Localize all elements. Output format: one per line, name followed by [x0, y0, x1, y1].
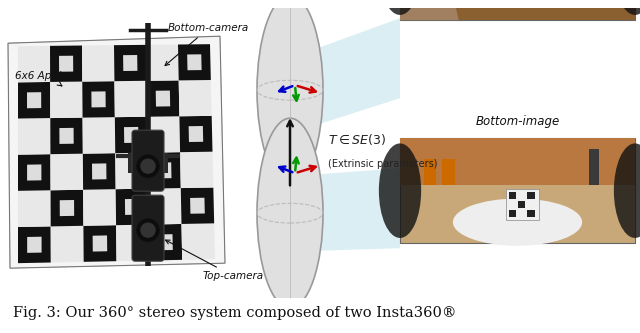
Ellipse shape — [257, 118, 323, 308]
Bar — [593, 0, 605, 1]
Polygon shape — [51, 118, 83, 154]
Polygon shape — [92, 91, 106, 108]
Ellipse shape — [379, 144, 421, 238]
Polygon shape — [27, 92, 41, 108]
Polygon shape — [18, 154, 51, 191]
Polygon shape — [51, 226, 84, 262]
Bar — [400, 138, 635, 185]
Ellipse shape — [379, 0, 421, 15]
Polygon shape — [187, 54, 202, 70]
Polygon shape — [148, 224, 182, 260]
Polygon shape — [400, 0, 459, 20]
Polygon shape — [156, 91, 170, 107]
Text: $T \in SE(3)$: $T \in SE(3)$ — [328, 132, 386, 147]
Bar — [400, 0, 635, 20]
Bar — [509, 192, 516, 199]
Polygon shape — [115, 117, 148, 153]
Polygon shape — [148, 152, 180, 188]
Polygon shape — [123, 55, 138, 71]
Polygon shape — [18, 118, 51, 155]
Bar — [400, 0, 635, 20]
FancyBboxPatch shape — [128, 153, 168, 173]
Text: Bottom-camera: Bottom-camera — [165, 23, 249, 66]
Bar — [527, 210, 534, 217]
Polygon shape — [178, 44, 211, 80]
Bar — [424, 159, 436, 185]
Polygon shape — [60, 128, 74, 144]
Ellipse shape — [257, 0, 323, 185]
Text: Fig. 3: Our 360° stereo system composed of two Insta360®: Fig. 3: Our 360° stereo system composed … — [13, 306, 456, 320]
Polygon shape — [27, 165, 42, 180]
Polygon shape — [115, 153, 148, 189]
Polygon shape — [157, 163, 172, 178]
Polygon shape — [83, 81, 115, 118]
Polygon shape — [82, 45, 115, 82]
Polygon shape — [190, 198, 205, 214]
Polygon shape — [180, 187, 214, 224]
Bar — [506, 188, 539, 220]
Bar — [400, 138, 635, 243]
Text: (Extrinsic parameters): (Extrinsic parameters) — [328, 159, 438, 169]
Polygon shape — [182, 223, 215, 260]
Polygon shape — [51, 154, 83, 190]
Polygon shape — [307, 168, 400, 251]
Polygon shape — [116, 224, 149, 261]
Circle shape — [137, 155, 159, 177]
Circle shape — [141, 159, 155, 173]
Polygon shape — [18, 226, 51, 263]
Bar — [518, 201, 525, 208]
Polygon shape — [60, 200, 74, 216]
Polygon shape — [8, 36, 225, 268]
Polygon shape — [179, 80, 212, 116]
Polygon shape — [92, 164, 106, 179]
Polygon shape — [93, 235, 108, 251]
Ellipse shape — [453, 198, 582, 246]
Bar — [509, 210, 516, 217]
FancyBboxPatch shape — [132, 130, 164, 191]
Polygon shape — [147, 80, 179, 117]
Polygon shape — [147, 116, 180, 153]
Bar — [589, 149, 598, 185]
Ellipse shape — [614, 0, 640, 15]
Polygon shape — [124, 127, 138, 143]
Polygon shape — [114, 45, 147, 81]
Text: Top-camera: Top-camera — [166, 240, 264, 281]
Polygon shape — [83, 225, 116, 262]
Polygon shape — [115, 81, 147, 117]
Polygon shape — [51, 190, 83, 226]
Polygon shape — [27, 237, 42, 253]
Ellipse shape — [614, 144, 640, 238]
Polygon shape — [125, 199, 140, 215]
Bar — [611, 0, 625, 1]
Polygon shape — [83, 153, 116, 190]
Polygon shape — [307, 18, 400, 128]
Circle shape — [141, 223, 155, 237]
FancyBboxPatch shape — [132, 195, 164, 261]
Polygon shape — [18, 190, 51, 227]
Polygon shape — [116, 188, 148, 225]
Polygon shape — [50, 82, 83, 118]
Polygon shape — [180, 152, 213, 188]
Bar — [442, 159, 455, 185]
Text: Bottom-image: Bottom-image — [476, 115, 559, 128]
Bar — [527, 192, 534, 199]
Polygon shape — [179, 116, 212, 152]
Text: 6x6 Aprilgrid: 6x6 Aprilgrid — [15, 71, 82, 86]
Polygon shape — [146, 45, 179, 81]
Polygon shape — [83, 117, 115, 154]
Polygon shape — [189, 126, 204, 142]
Circle shape — [137, 219, 159, 241]
Polygon shape — [18, 46, 50, 82]
Polygon shape — [158, 234, 173, 250]
Polygon shape — [18, 82, 51, 119]
Polygon shape — [83, 189, 116, 226]
Polygon shape — [148, 188, 182, 224]
Polygon shape — [59, 56, 73, 72]
Polygon shape — [50, 46, 83, 82]
